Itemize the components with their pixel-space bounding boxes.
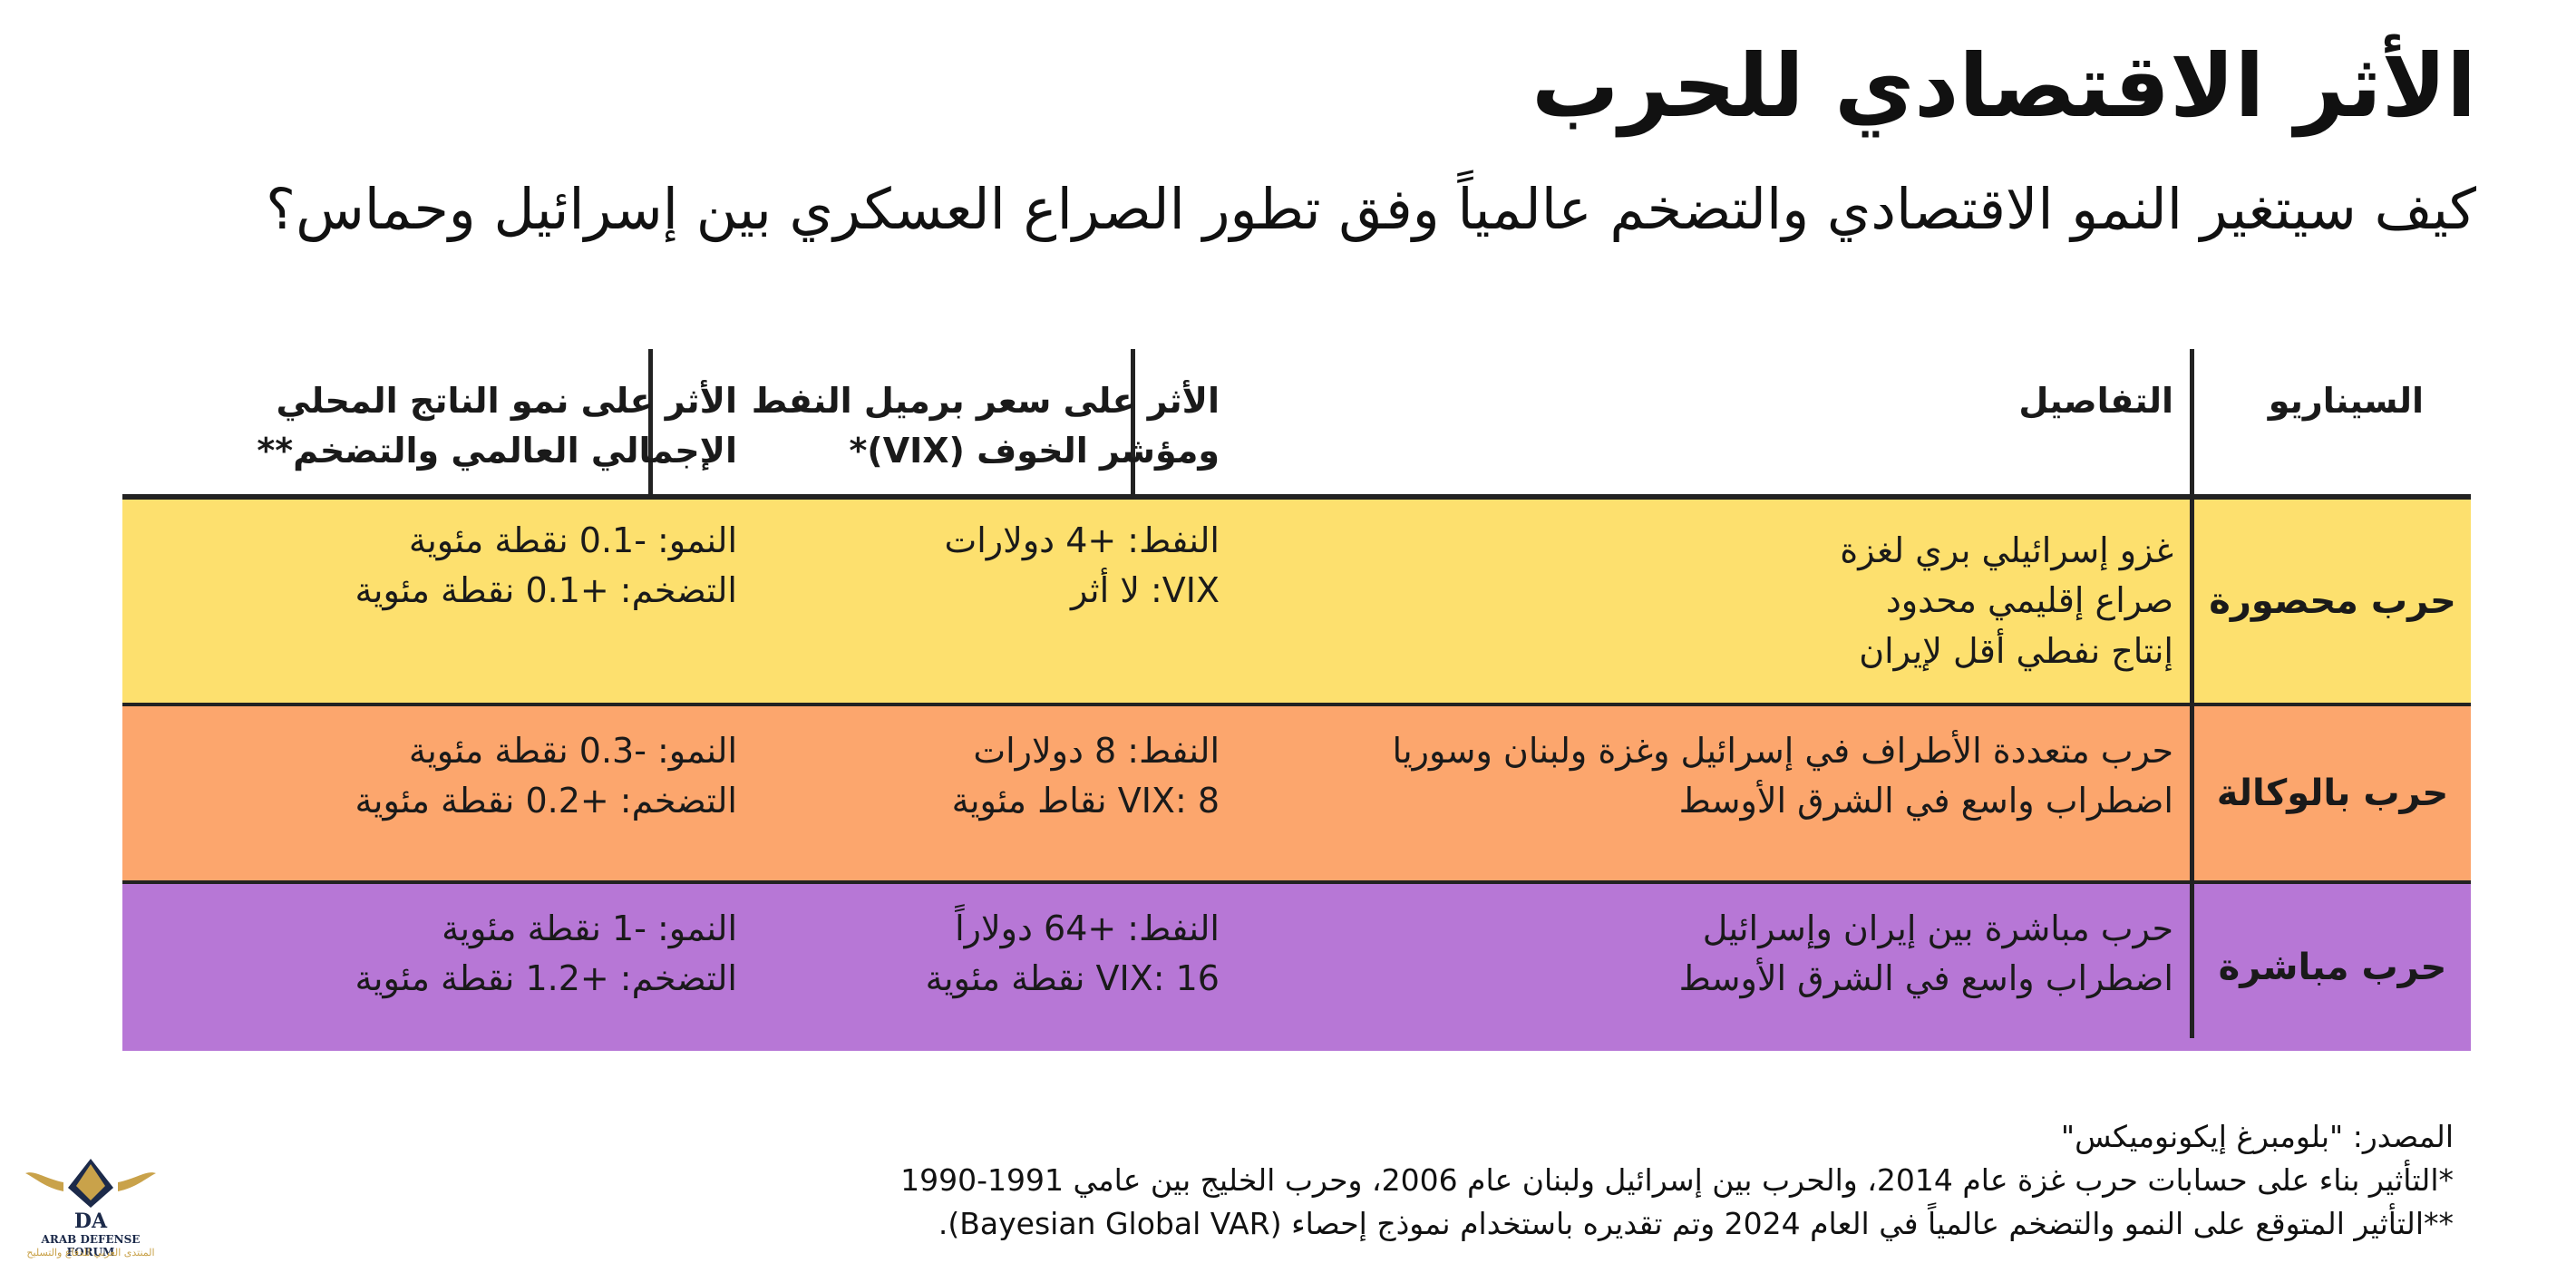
footnote-1: *التأثير بناء على حسابات حرب غزة عام 201… [900,1161,2454,1198]
oil-value: النفط: +4 دولارات [944,520,1220,560]
scenario-label: حرب محصورة [2209,580,2456,622]
detail-line: حرب متعددة الأطراف في إسرائيل وغزة ولبنا… [1392,731,2173,771]
header-oil-line2: ومؤشر الخوف (VIX)* [849,431,1220,471]
detail-line: اضطراب واسع في الشرق الأوسط [1678,781,2173,821]
growth-value: النمو: -1 نقطة مئوية [442,908,737,948]
scenario-cell: حرب مباشرة [2194,884,2471,1051]
oil-value: النفط: +64 دولاراً [955,908,1220,948]
footnote-2: **التأثير المتوقع على النمو والتضخم عالم… [938,1205,2454,1241]
page-title: الأثر الاقتصادي للحرب [1531,35,2476,137]
header-gdp-line2: الإجمالي العالمي والتضخم** [257,431,737,471]
logo-name-ar: المنتدى العربي للدفاع والتسليح [26,1247,155,1258]
detail-line: إنتاج نفطي أقل لإيران [1859,630,2173,671]
oil-value: النفط: 8 دولارات [973,731,1220,771]
details-cell: حرب متعددة الأطراف في إسرائيل وغزة ولبنا… [1393,706,2173,880]
details-cell: حرب مباشرة بين إيران وإسرائيل اضطراب واس… [1679,884,2173,1051]
page-subtitle: كيف سيتغير النمو الاقتصادي والتضخم عالمي… [266,176,2476,242]
vix-value: VIX: لا أثر [1071,570,1220,611]
logo-monogram: DA [73,1210,108,1233]
table-row-proxy-war: حرب بالوكالة حرب متعددة الأطراف في إسرائ… [122,703,2471,880]
table-row-contained-war: حرب محصورة غزو إسرائيلي بري لغزة صراع إق… [122,500,2471,703]
scenario-cell: حرب محصورة [2194,500,2471,703]
scenario-label: حرب مباشرة [2218,947,2447,988]
table-header: السيناريو التفاصيل الأثر على سعر برميل ا… [122,349,2471,500]
gdp-cell: النمو: -0.3 نقطة مئوية التضخم: +0.2 نقطة… [355,706,737,880]
footer-notes: المصدر: "بلومبرغ إيكونوميكس" *التأثير بن… [900,1115,2454,1246]
detail-line: غزو إسرائيلي بري لغزة [1840,530,2173,571]
header-scenario: السيناريو [2268,381,2424,421]
oil-cell: النفط: +4 دولارات VIX: لا أثر [944,500,1220,703]
gdp-cell: النمو: -0.1 نقطة مئوية التضخم: +0.1 نقطة… [355,500,737,703]
eagle-emblem-icon [25,1159,156,1208]
scenario-cell: حرب بالوكالة [2194,706,2471,880]
table-row-direct-war: حرب مباشرة حرب مباشرة بين إيران وإسرائيل… [122,880,2471,1051]
header-gdp-inflation: الأثر على نمو الناتج المحلي الإجمالي الع… [257,376,737,476]
growth-value: النمو: -0.1 نقطة مئوية [408,520,737,560]
header-details: التفاصيل [2018,381,2173,421]
scenario-label: حرب بالوكالة [2216,772,2449,814]
vix-value: VIX: 16 نقطة مئوية [925,958,1220,999]
growth-value: النمو: -0.3 نقطة مئوية [408,731,737,771]
source-line: المصدر: "بلومبرغ إيكونوميكس" [2060,1119,2454,1154]
column-divider-details [2190,349,2194,1038]
arab-defense-forum-logo: DA ARAB DEFENSE FORUM المنتدى العربي للد… [18,1151,163,1260]
inflation-value: التضخم: +0.1 نقطة مئوية [355,570,737,611]
oil-cell: النفط: +64 دولاراً VIX: 16 نقطة مئوية [926,884,1220,1051]
header-oil-line1: الأثر على سعر برميل النفط [751,381,1220,421]
logo-name-en: ARAB DEFENSE FORUM [41,1233,141,1258]
oil-cell: النفط: 8 دولارات VIX: 8 نقاط مئوية [952,706,1220,880]
detail-line: صراع إقليمي محدود [1885,580,2173,621]
inflation-value: التضخم: +1.2 نقطة مئوية [355,958,737,999]
detail-line: اضطراب واسع في الشرق الأوسط [1678,958,2173,999]
details-cell: غزو إسرائيلي بري لغزة صراع إقليمي محدود … [1840,500,2173,703]
gdp-cell: النمو: -1 نقطة مئوية التضخم: +1.2 نقطة م… [355,884,737,1051]
detail-line: حرب مباشرة بين إيران وإسرائيل [1702,908,2173,948]
inflation-value: التضخم: +0.2 نقطة مئوية [355,781,737,821]
vix-value: VIX: 8 نقاط مئوية [951,781,1220,821]
header-gdp-line1: الأثر على نمو الناتج المحلي [276,381,737,421]
header-oil-vix: الأثر على سعر برميل النفط ومؤشر الخوف (V… [752,376,1220,476]
scenario-table: السيناريو التفاصيل الأثر على سعر برميل ا… [122,349,2471,1051]
